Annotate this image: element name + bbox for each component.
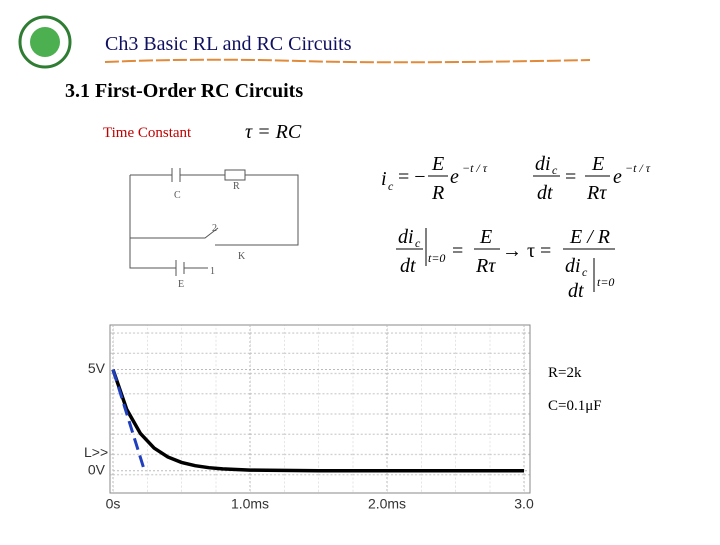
eq-part: dt [537, 182, 553, 204]
eq-part: di [398, 226, 414, 248]
eq-part: t=0 [428, 251, 445, 265]
circuit-label: R [233, 181, 240, 192]
equations: i c = − E R e −t / τ di c dt = E Rτ e −t… [381, 153, 651, 302]
eq-part: −t / τ [462, 161, 488, 175]
section-title: 3.1 First-Order RC Circuits [65, 80, 303, 102]
series-line [111, 368, 524, 473]
x-tick-label: 2.0ms [368, 495, 406, 511]
eq-part: R [431, 182, 444, 204]
eq-part: dt [568, 280, 584, 302]
circuit-label: E [178, 279, 184, 290]
eq-part: di [565, 255, 581, 277]
tc-formula: τ = RC [245, 121, 302, 143]
tc-label: Time Constant [103, 125, 192, 141]
title-underline [104, 58, 591, 64]
logo-inner [30, 27, 60, 57]
x-tick-label: 0s [106, 495, 121, 511]
circuit-label: K [238, 251, 246, 262]
y-tick-label: 5V [88, 360, 106, 376]
eq-part: = [565, 166, 576, 188]
eq-part: t=0 [597, 275, 614, 289]
annotation: C=0.1μF [548, 398, 602, 414]
marker-label: L>> [84, 444, 108, 460]
eq-part: E [479, 226, 492, 248]
eq-part: Rτ [586, 182, 607, 204]
eq-part: = [452, 240, 463, 262]
slide-title: Ch3 Basic RL and RC Circuits [105, 33, 352, 55]
eq-part: i [381, 168, 387, 190]
plot-area [109, 324, 531, 494]
eq-part: E / R [569, 226, 610, 248]
circuit-label: C [174, 190, 181, 201]
eq-part: c [388, 179, 394, 193]
eq-part: c [582, 265, 588, 279]
eq-part: = − [398, 166, 426, 188]
eq-part: di [535, 153, 551, 175]
eq-part: −t / τ [625, 161, 651, 175]
eq-part: c [552, 163, 558, 177]
eq-part: e [613, 166, 622, 188]
circuit-label: 2 [212, 223, 217, 234]
annotation: R=2k [548, 365, 582, 381]
x-tick-label: 1.0ms [231, 495, 269, 511]
plot: 0s 1.0ms 2.0ms 3.0 0V 5V [88, 325, 534, 511]
eq-part: E [431, 153, 444, 175]
x-tick-label: 3.0 [514, 495, 534, 511]
eq-part: dt [400, 255, 416, 277]
circuit [129, 168, 299, 276]
circuit-label: 1 [210, 266, 215, 277]
eq-part: Rτ [475, 255, 496, 277]
eq-part: → τ = [502, 240, 551, 262]
eq-part: E [591, 153, 604, 175]
eq-part: e [450, 166, 459, 188]
eq-part: c [415, 236, 421, 250]
y-tick-label: 0V [88, 461, 106, 477]
